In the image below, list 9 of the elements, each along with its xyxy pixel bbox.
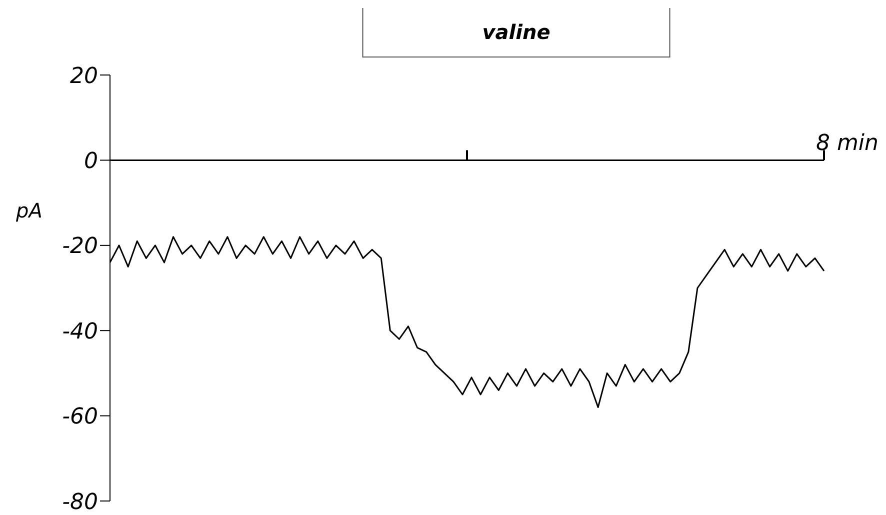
y-axis-title: pA (15, 198, 42, 222)
y-tick-label: -40 (62, 319, 98, 344)
y-tick-label: -60 (62, 404, 98, 430)
annotation: 8 min (816, 131, 878, 156)
y-tick-label: 0 (84, 149, 98, 174)
text: valine (482, 20, 550, 44)
y-tick-label: 20 (70, 64, 98, 89)
y-tick-label: -80 (62, 490, 98, 515)
y-tick-label: -20 (62, 234, 98, 260)
